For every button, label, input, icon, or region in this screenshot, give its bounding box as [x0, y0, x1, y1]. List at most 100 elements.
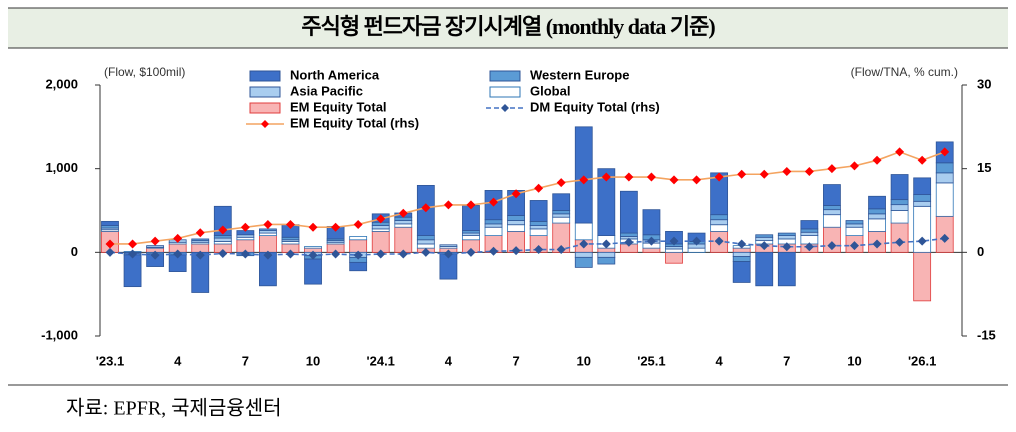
marker [240, 222, 250, 232]
bar [710, 214, 729, 221]
bar [823, 184, 841, 206]
marker [353, 250, 363, 260]
bar [890, 174, 909, 201]
bar [574, 251, 593, 258]
marker [353, 219, 363, 229]
y-unit-label: (Flow, $100mil) [104, 65, 185, 79]
bar [800, 231, 819, 236]
x-tick-label: '23.1 [96, 353, 124, 368]
x-tick-label: '25.1 [637, 353, 665, 368]
bar [710, 224, 729, 232]
marker [601, 239, 611, 249]
x-tick-label: 4 [174, 353, 182, 368]
marker [669, 236, 679, 246]
marker [624, 237, 634, 247]
bar [552, 210, 571, 215]
marker [759, 241, 769, 251]
marker [466, 200, 476, 210]
bar [123, 254, 142, 288]
bar [619, 190, 638, 234]
marker [579, 239, 589, 249]
marker [421, 203, 431, 213]
bar [213, 205, 232, 236]
bar [146, 245, 165, 248]
marker [489, 246, 499, 256]
bar [213, 237, 232, 242]
bar [304, 258, 322, 285]
x-tick-label: '26.1 [908, 353, 936, 368]
marker [105, 239, 115, 249]
bar [552, 213, 571, 218]
y-tick-label: 2,000 [45, 76, 78, 91]
bar [259, 228, 277, 231]
bar [484, 223, 503, 228]
bar [823, 205, 841, 211]
bar [913, 251, 932, 302]
bar [868, 195, 886, 210]
y2-tick-label: -15 [977, 327, 996, 342]
marker [511, 189, 521, 199]
marker [714, 172, 724, 182]
bar [642, 247, 661, 253]
bar [732, 256, 751, 262]
bar [845, 226, 864, 237]
marker [579, 175, 589, 185]
x-tick-label: '24.1 [367, 353, 395, 368]
bar [800, 220, 819, 230]
marker [218, 225, 228, 235]
bar [868, 208, 886, 215]
bar [371, 231, 390, 253]
x-tick-label: 7 [783, 353, 790, 368]
marker [511, 246, 521, 256]
bar [349, 236, 368, 241]
bar [732, 247, 751, 253]
y-tick-label: 1,000 [45, 160, 78, 175]
bar [597, 247, 616, 253]
marker [218, 248, 228, 258]
bar [777, 232, 796, 236]
bar [552, 216, 571, 224]
source: 자료: EPFR, 국제금융센터 [66, 397, 282, 420]
bar [574, 222, 593, 241]
bar [913, 200, 932, 207]
marker [489, 197, 499, 207]
bar [619, 232, 638, 237]
bar [394, 220, 413, 225]
marker [263, 219, 273, 229]
bar [642, 209, 661, 236]
marker [601, 172, 611, 182]
bar [777, 251, 796, 287]
y-tick-label: -1,000 [41, 327, 78, 342]
x-tick-label: 7 [512, 353, 519, 368]
marker [421, 247, 431, 257]
legend-marker [261, 120, 269, 128]
marker [624, 172, 634, 182]
bar [191, 238, 210, 242]
bar [732, 261, 751, 283]
marker [443, 200, 453, 210]
bar [687, 247, 706, 253]
marker [804, 242, 814, 252]
bar [913, 177, 932, 196]
marker [195, 228, 205, 238]
bar [890, 222, 909, 253]
bar [935, 172, 954, 184]
marker [443, 249, 453, 259]
legend-swatch [249, 86, 281, 98]
bar [484, 219, 503, 225]
bar [935, 162, 954, 174]
bar [597, 168, 616, 237]
bar [529, 200, 548, 222]
marker [240, 249, 250, 259]
bar [416, 243, 435, 249]
marker [782, 166, 792, 176]
bar [507, 220, 525, 226]
marker [895, 237, 905, 247]
legend-label: EM Equity Total (rhs) [290, 115, 419, 130]
marker [556, 178, 566, 188]
line [110, 151, 945, 245]
bar [935, 182, 954, 217]
x-tick-label: 4 [716, 353, 724, 368]
bar [710, 219, 729, 226]
marker [737, 239, 747, 249]
